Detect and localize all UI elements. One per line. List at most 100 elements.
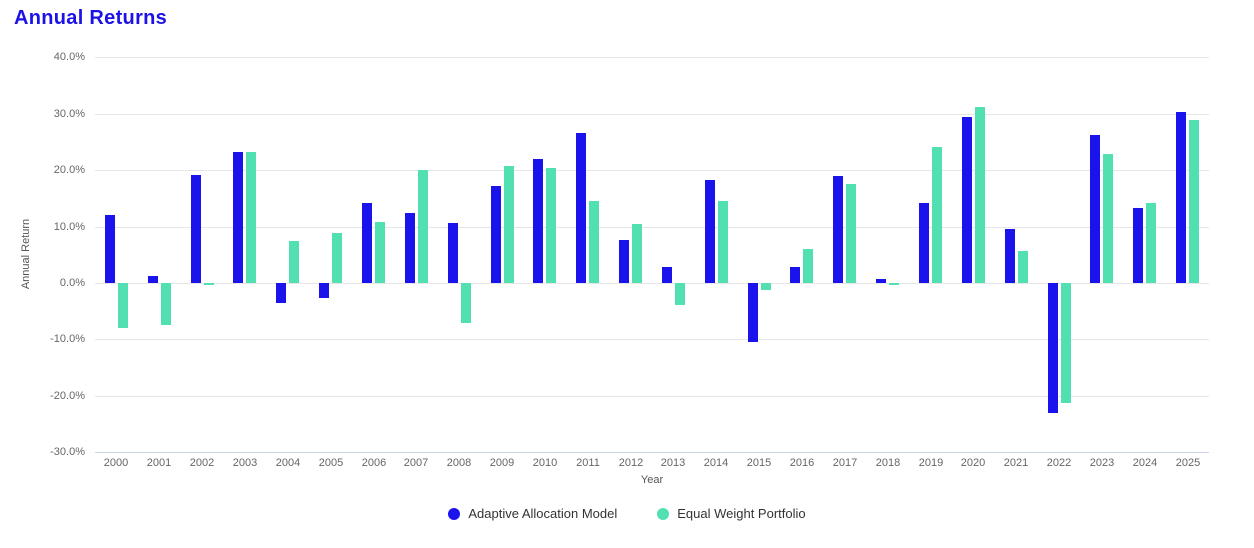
bar-2002-equal-weight[interactable] — [204, 283, 214, 285]
bar-2004-adaptive[interactable] — [276, 283, 286, 304]
bar-2023-equal-weight[interactable] — [1103, 154, 1113, 284]
bar-2021-adaptive[interactable] — [1005, 229, 1015, 284]
x-axis-tick-label: 2000 — [103, 457, 129, 469]
x-axis-tick-label: 2011 — [576, 457, 600, 469]
bar-2003-equal-weight[interactable] — [246, 152, 256, 283]
bar-2017-equal-weight[interactable] — [846, 184, 856, 284]
bar-2013-adaptive[interactable] — [662, 267, 672, 284]
bar-2002-adaptive[interactable] — [191, 175, 201, 284]
bar-2022-adaptive[interactable] — [1048, 283, 1058, 413]
x-axis-tick-label: 2007 — [403, 457, 429, 469]
x-axis-tick-label: 2006 — [361, 457, 387, 469]
bar-2003-adaptive[interactable] — [233, 152, 243, 283]
bar-2012-equal-weight[interactable] — [632, 224, 642, 284]
bar-2004-equal-weight[interactable] — [289, 241, 299, 284]
gridline — [95, 227, 1209, 228]
bar-2015-adaptive[interactable] — [748, 283, 758, 343]
x-axis-tick-label: 2018 — [875, 457, 901, 469]
gridline — [95, 396, 1209, 397]
bar-2011-adaptive[interactable] — [576, 133, 586, 283]
x-axis-tick-label: 2002 — [189, 457, 215, 469]
bar-2007-adaptive[interactable] — [405, 213, 415, 284]
bar-2005-equal-weight[interactable] — [332, 233, 342, 283]
bar-2008-adaptive[interactable] — [448, 223, 458, 283]
bar-2006-adaptive[interactable] — [362, 203, 372, 283]
bar-2011-equal-weight[interactable] — [589, 201, 599, 284]
x-axis-tick-label: 2023 — [1089, 457, 1115, 469]
x-axis-tick-label: 2014 — [703, 457, 729, 469]
y-axis-tick-label: -30.0% — [50, 446, 85, 458]
bar-2018-equal-weight[interactable] — [889, 283, 899, 285]
gridline — [95, 114, 1209, 115]
bar-2019-adaptive[interactable] — [919, 203, 929, 284]
bar-2007-equal-weight[interactable] — [418, 170, 428, 283]
bar-2024-equal-weight[interactable] — [1146, 203, 1156, 284]
bar-2010-equal-weight[interactable] — [546, 168, 556, 283]
legend-label: Adaptive Allocation Model — [468, 506, 618, 521]
bar-2014-equal-weight[interactable] — [718, 201, 728, 284]
chart-title: Annual Returns — [14, 7, 168, 29]
bar-2019-equal-weight[interactable] — [932, 147, 942, 284]
legend-item-adaptive-allocation-model[interactable]: Adaptive Allocation Model — [448, 506, 617, 521]
x-axis-tick-label: 2019 — [918, 457, 944, 469]
bar-2000-equal-weight[interactable] — [118, 283, 128, 329]
bar-2023-adaptive[interactable] — [1090, 135, 1100, 283]
bar-2014-adaptive[interactable] — [705, 180, 715, 284]
bar-2005-adaptive[interactable] — [319, 283, 329, 299]
x-axis-tick-label: 2003 — [232, 457, 258, 469]
x-axis-tick-label: 2025 — [1175, 457, 1201, 469]
bar-2017-adaptive[interactable] — [833, 176, 843, 284]
bar-2025-equal-weight[interactable] — [1189, 120, 1199, 283]
bar-2024-adaptive[interactable] — [1133, 208, 1143, 283]
legend-marker-circle-icon — [657, 507, 670, 520]
x-axis-tick-label: 2004 — [275, 457, 301, 469]
bar-2022-equal-weight[interactable] — [1061, 283, 1071, 403]
bar-2018-adaptive[interactable] — [876, 279, 886, 283]
bar-2016-adaptive[interactable] — [790, 267, 800, 284]
x-axis-tick-label: 2008 — [446, 457, 472, 469]
legend-marker-circle-icon — [448, 507, 461, 520]
bar-2009-equal-weight[interactable] — [504, 166, 514, 283]
bar-2009-adaptive[interactable] — [491, 186, 501, 284]
x-axis-tick-label: 2022 — [1046, 457, 1072, 469]
bar-2020-equal-weight[interactable] — [975, 107, 985, 284]
gridline — [95, 57, 1209, 58]
y-axis-tick-label: 20.0% — [53, 164, 85, 176]
y-axis-tick-label: -20.0% — [50, 390, 85, 402]
x-axis-tick-label: 2001 — [146, 457, 172, 469]
bar-2010-adaptive[interactable] — [533, 159, 543, 283]
x-axis-tick-label: 2009 — [489, 457, 515, 469]
x-axis-tick-label: 2017 — [832, 457, 858, 469]
bar-2020-adaptive[interactable] — [962, 117, 972, 284]
x-axis-tick-label: 2015 — [746, 457, 772, 469]
bar-2000-adaptive[interactable] — [105, 215, 115, 283]
bar-2015-equal-weight[interactable] — [761, 283, 771, 290]
bar-2001-equal-weight[interactable] — [161, 283, 171, 326]
bar-2025-adaptive[interactable] — [1176, 112, 1186, 283]
legend-item-equal-weight-portfolio[interactable]: Equal Weight Portfolio — [657, 506, 806, 521]
x-axis-tick-label: 2013 — [660, 457, 686, 469]
bar-2013-equal-weight[interactable] — [675, 283, 685, 306]
legend-label: Equal Weight Portfolio — [677, 506, 806, 521]
bar-2012-adaptive[interactable] — [619, 240, 629, 283]
gridline — [95, 170, 1209, 171]
bar-2006-equal-weight[interactable] — [375, 222, 385, 283]
bar-2001-adaptive[interactable] — [148, 276, 158, 284]
x-axis-tick-label: 2016 — [789, 457, 815, 469]
y-axis-tick-label: 30.0% — [53, 108, 85, 120]
legend: Adaptive Allocation Model Equal Weight P… — [0, 506, 1254, 521]
x-axis-tick-label: 2024 — [1132, 457, 1158, 469]
x-axis-tick-label: 2020 — [960, 457, 986, 469]
x-axis-tick-label: 2010 — [532, 457, 558, 469]
gridline — [95, 339, 1209, 340]
x-axis-line — [95, 452, 1209, 453]
bar-2016-equal-weight[interactable] — [803, 249, 813, 284]
bar-2008-equal-weight[interactable] — [461, 283, 471, 323]
bar-2021-equal-weight[interactable] — [1018, 251, 1028, 283]
x-axis-tick-label: 2021 — [1003, 457, 1029, 469]
y-axis-tick-label: 0.0% — [59, 277, 85, 289]
y-axis-title: Annual Return — [20, 218, 32, 290]
y-axis-tick-label: 40.0% — [53, 51, 85, 63]
